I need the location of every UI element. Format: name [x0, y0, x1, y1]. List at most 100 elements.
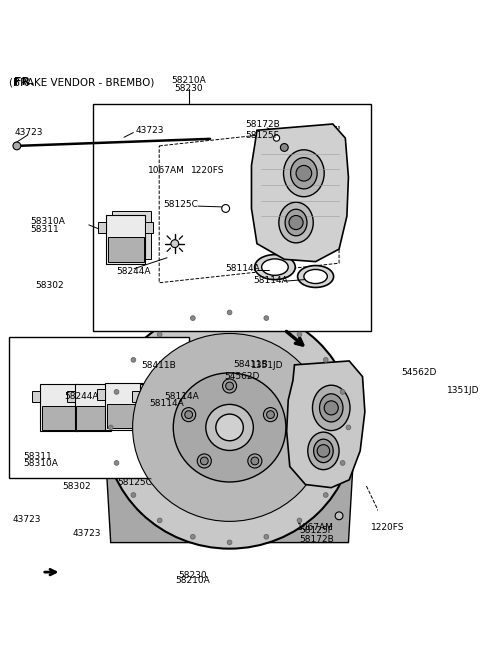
Text: 43723: 43723 — [136, 125, 164, 135]
Text: 58125C: 58125C — [163, 200, 198, 209]
Text: 58125F: 58125F — [245, 131, 279, 140]
Text: 58210A: 58210A — [171, 76, 206, 85]
Text: 58311: 58311 — [24, 453, 52, 461]
Circle shape — [340, 461, 345, 465]
Text: 58172B: 58172B — [300, 535, 334, 543]
Circle shape — [335, 512, 343, 520]
Text: 58310A: 58310A — [24, 459, 58, 468]
Circle shape — [317, 445, 330, 457]
Text: 58411B: 58411B — [233, 361, 268, 369]
Circle shape — [171, 240, 179, 248]
Ellipse shape — [308, 432, 339, 470]
Text: 58311: 58311 — [30, 225, 59, 234]
Circle shape — [222, 204, 229, 212]
Ellipse shape — [290, 158, 317, 189]
Circle shape — [251, 457, 259, 465]
Text: 58210A: 58210A — [175, 576, 210, 585]
Ellipse shape — [312, 385, 350, 430]
Text: 58114A: 58114A — [226, 264, 261, 273]
Circle shape — [131, 493, 136, 497]
Polygon shape — [106, 215, 145, 264]
Text: 58411B: 58411B — [142, 361, 177, 370]
Polygon shape — [76, 405, 109, 430]
Circle shape — [440, 405, 449, 414]
Text: 1067AM: 1067AM — [148, 166, 184, 175]
Ellipse shape — [105, 306, 355, 549]
Bar — [93, 104, 371, 331]
Text: 1351JD: 1351JD — [251, 361, 283, 370]
Circle shape — [227, 310, 232, 315]
Polygon shape — [75, 384, 111, 432]
Text: 54562D: 54562D — [402, 368, 437, 377]
Text: 58125C: 58125C — [117, 478, 152, 487]
Circle shape — [181, 407, 196, 422]
Circle shape — [200, 457, 208, 465]
Text: 58310A: 58310A — [30, 217, 65, 226]
Ellipse shape — [298, 265, 334, 288]
Circle shape — [324, 493, 328, 497]
Circle shape — [346, 425, 351, 430]
Ellipse shape — [320, 394, 343, 422]
Circle shape — [114, 390, 119, 394]
Text: 54562D: 54562D — [224, 373, 260, 381]
Ellipse shape — [173, 373, 286, 482]
Circle shape — [264, 316, 269, 321]
Text: 58230: 58230 — [175, 83, 203, 93]
Circle shape — [227, 540, 232, 545]
Text: 58244A: 58244A — [65, 392, 99, 401]
Text: 58302: 58302 — [36, 281, 64, 290]
Circle shape — [191, 534, 195, 539]
Text: 58114A: 58114A — [164, 392, 199, 401]
Polygon shape — [108, 237, 144, 262]
Polygon shape — [141, 405, 174, 430]
Text: 58230: 58230 — [178, 570, 207, 579]
Polygon shape — [42, 405, 76, 430]
Circle shape — [324, 357, 328, 362]
Circle shape — [185, 411, 192, 419]
Text: 58302: 58302 — [63, 482, 91, 491]
Circle shape — [264, 534, 269, 539]
Text: 1220FS: 1220FS — [371, 523, 404, 532]
Polygon shape — [33, 391, 40, 401]
Circle shape — [324, 401, 338, 415]
Circle shape — [296, 166, 312, 181]
Polygon shape — [40, 384, 78, 432]
Circle shape — [191, 316, 195, 321]
Bar — [9, 338, 189, 478]
Polygon shape — [287, 361, 365, 487]
Text: FR.: FR. — [14, 77, 35, 87]
Ellipse shape — [254, 255, 295, 280]
Polygon shape — [145, 222, 153, 233]
Polygon shape — [98, 222, 106, 233]
Circle shape — [157, 332, 162, 337]
Polygon shape — [67, 391, 75, 401]
Ellipse shape — [304, 269, 327, 284]
Circle shape — [131, 357, 136, 362]
Circle shape — [297, 518, 302, 523]
Text: 1067AM: 1067AM — [297, 523, 334, 532]
Circle shape — [13, 142, 21, 150]
Ellipse shape — [206, 405, 253, 451]
Circle shape — [274, 135, 280, 141]
Circle shape — [197, 454, 211, 468]
Polygon shape — [132, 391, 140, 401]
Ellipse shape — [262, 259, 288, 275]
Circle shape — [114, 461, 119, 465]
Text: 43723: 43723 — [72, 529, 101, 538]
Circle shape — [226, 382, 233, 390]
Ellipse shape — [132, 334, 326, 522]
Ellipse shape — [216, 414, 243, 441]
Polygon shape — [176, 391, 183, 401]
Circle shape — [223, 379, 237, 393]
Text: 1351JD: 1351JD — [447, 386, 480, 395]
Text: 58114A: 58114A — [253, 276, 288, 285]
Text: 43723: 43723 — [12, 515, 41, 524]
Text: 43723: 43723 — [14, 128, 43, 137]
Circle shape — [289, 215, 303, 229]
Text: 58244A: 58244A — [116, 267, 151, 275]
Polygon shape — [107, 404, 141, 428]
Circle shape — [340, 390, 345, 394]
Polygon shape — [105, 383, 143, 430]
Polygon shape — [97, 389, 105, 400]
Polygon shape — [105, 435, 355, 543]
